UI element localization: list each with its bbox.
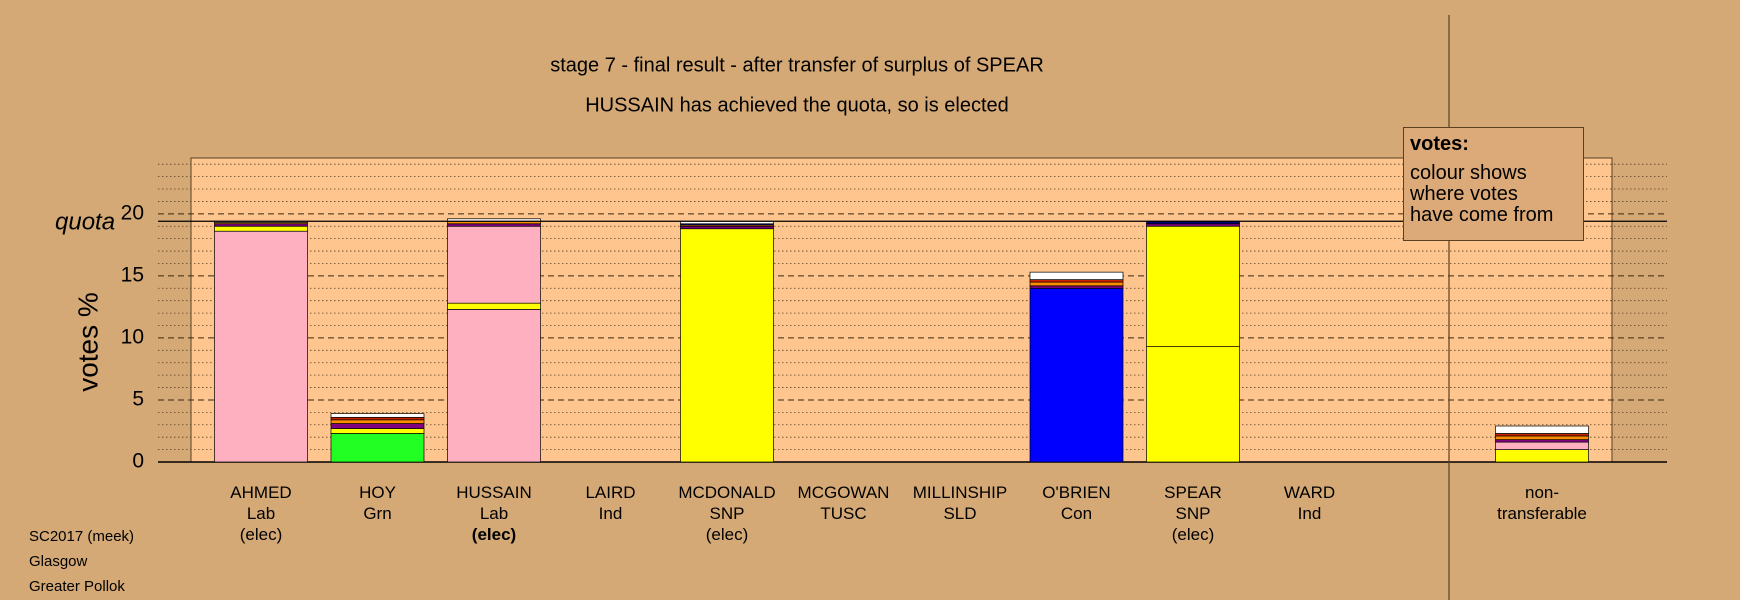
bar-segment <box>214 225 308 232</box>
note-box: votes: colour shows where votes have come … <box>1403 127 1584 241</box>
bar-segment <box>330 419 425 424</box>
party: Ind <box>1297 504 1322 523</box>
bar-segment <box>1495 439 1589 443</box>
bar-segment <box>447 225 541 304</box>
bar-segment <box>1495 435 1589 441</box>
candidate-name: non-transferable <box>1497 483 1587 523</box>
chart-title: stage 7 - final result - after transfer … <box>550 54 1044 76</box>
candidate-name: HUSSAIN <box>456 483 532 502</box>
status: (elec) <box>1171 525 1215 544</box>
plot-frame <box>190 157 1613 463</box>
chart-subtitle: HUSSAIN has achieved the quota, so is el… <box>585 94 1009 116</box>
bar-segment <box>214 230 308 463</box>
category-label: SPEAR SNP (elec) <box>1138 482 1248 545</box>
party: SNP <box>709 504 745 523</box>
note-title: votes: <box>1410 133 1469 155</box>
status: (elec) <box>239 525 283 544</box>
y-tick-label: 10 <box>121 325 144 348</box>
status: (elec) <box>705 525 749 544</box>
footer-line: SC2017 (meek) <box>29 528 135 545</box>
bar-segment <box>1029 285 1124 289</box>
party: Lab <box>479 504 509 523</box>
bar-segment <box>680 225 774 230</box>
bar-segment <box>1029 281 1124 287</box>
category-label: LAIRD Ind <box>556 482 666 524</box>
candidate-name: WARD <box>1283 483 1336 502</box>
bar-segment <box>1495 425 1589 434</box>
bar-segment <box>1146 346 1240 463</box>
status: (elec) <box>471 525 517 544</box>
footer-line: Glasgow <box>29 553 88 570</box>
party: Lab <box>246 504 276 523</box>
party: SNP <box>1175 504 1211 523</box>
bar-segment <box>1146 225 1240 347</box>
bar-segment <box>447 223 541 227</box>
category-label: O'BRIEN Con <box>1022 482 1132 524</box>
party: Grn <box>363 504 392 523</box>
quota-label: quota <box>55 209 115 236</box>
party: Ind <box>598 504 623 523</box>
category-label: AHMED Lab (elec) <box>206 482 316 545</box>
bar-segment <box>1029 287 1124 463</box>
bar-segment <box>330 428 425 434</box>
category-label: HUSSAIN Lab (elec) <box>439 482 549 545</box>
candidate-name: LAIRD <box>585 483 636 502</box>
bar-segment <box>1029 279 1124 283</box>
bar-segment <box>1146 223 1240 227</box>
y-axis-label: votes % <box>72 292 103 392</box>
note-line: colour shows <box>1410 162 1527 184</box>
candidate-name: HOY <box>359 483 396 502</box>
bar-segment <box>447 302 541 310</box>
candidate-name: O'BRIEN <box>1042 483 1111 502</box>
category-label: MCGOWAN TUSC <box>789 482 899 524</box>
y-tick-label: 15 <box>121 263 144 286</box>
party: SLD <box>943 504 977 523</box>
candidate-name: SPEAR <box>1164 483 1222 502</box>
bar-segment <box>1029 271 1124 280</box>
bar-segment <box>447 309 541 463</box>
bar-segment <box>330 416 425 421</box>
candidate-name: MCDONALD <box>678 483 776 502</box>
y-tick-label: 20 <box>121 201 144 224</box>
bar-segment <box>680 228 774 463</box>
bar-segment <box>214 223 308 227</box>
category-label: MCDONALD SNP (elec) <box>672 482 782 545</box>
candidate-name: AHMED <box>230 483 292 502</box>
candidate-name: MILLINSHIP <box>912 483 1008 502</box>
party: Con <box>1060 504 1093 523</box>
bar-segment <box>1495 449 1589 463</box>
party: TUSC <box>820 504 867 523</box>
y-tick-label: 0 <box>132 450 144 473</box>
y-tick-label: 5 <box>132 388 144 411</box>
category-label: HOY Grn <box>323 482 433 524</box>
bar-segment <box>330 433 425 463</box>
category-label: WARD Ind <box>1255 482 1365 524</box>
note-line: where votes <box>1410 183 1518 205</box>
bar-segment <box>1495 441 1589 450</box>
candidate-name: MCGOWAN <box>797 483 890 502</box>
footer-line: Greater Pollok <box>29 578 125 595</box>
bar-segment <box>330 413 425 418</box>
category-label: MILLINSHIP SLD <box>905 482 1015 524</box>
category-label: non-transferable <box>1487 482 1597 524</box>
note-line: have come from <box>1410 204 1554 226</box>
bar-segment <box>330 423 425 429</box>
bar-segment <box>1495 433 1589 437</box>
